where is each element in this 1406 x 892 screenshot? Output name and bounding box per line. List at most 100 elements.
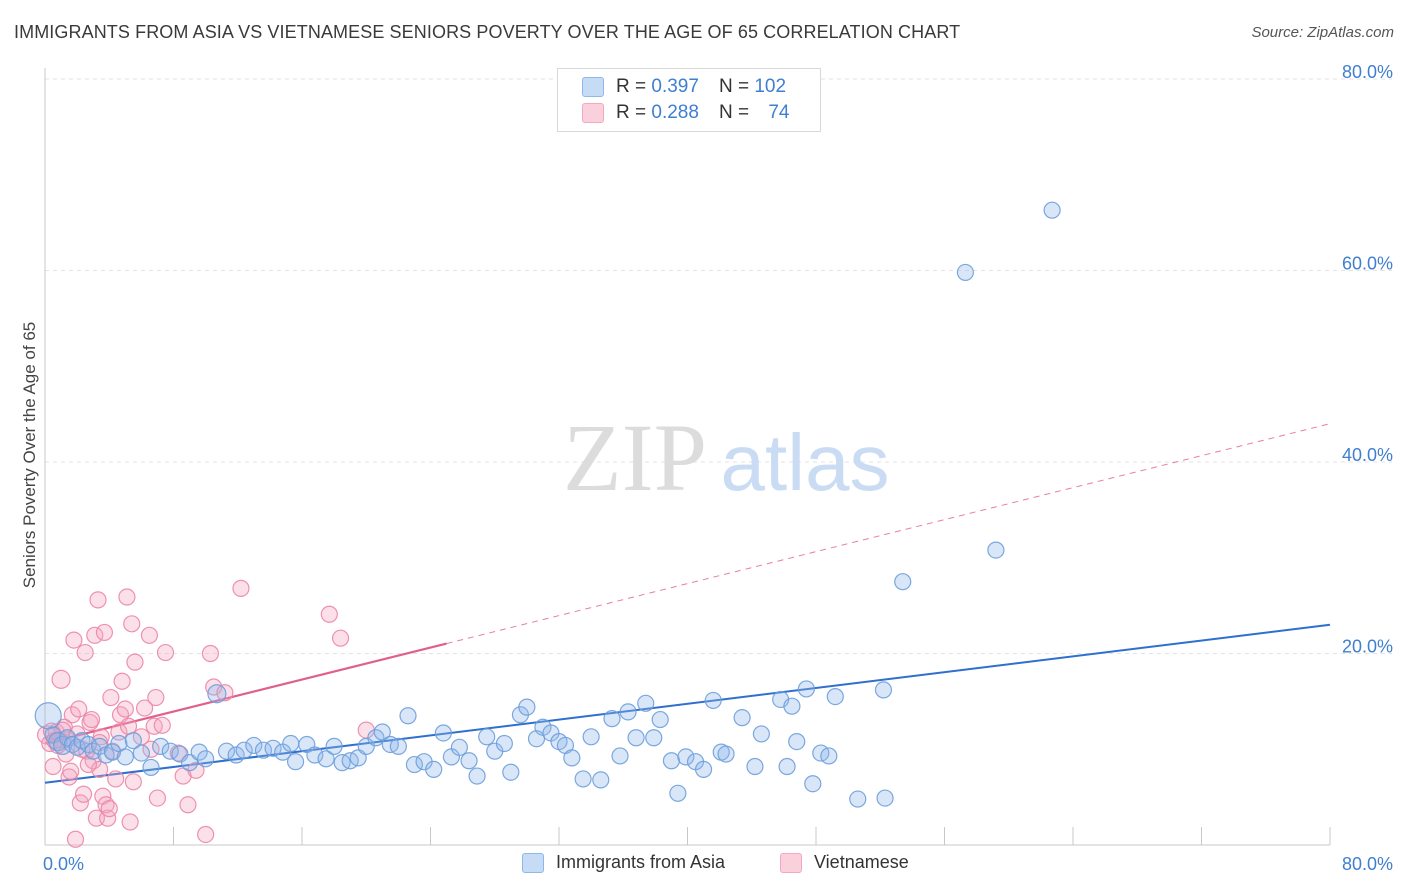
- gridlines: [45, 78, 1392, 654]
- point-vietnamese: [153, 716, 171, 734]
- point-asia: [603, 710, 621, 728]
- point-vietnamese: [126, 653, 144, 671]
- point-asia: [282, 734, 300, 753]
- point-asia: [797, 680, 815, 698]
- point-asia: [611, 747, 629, 765]
- legend-r-value: 0.397: [651, 76, 699, 97]
- bottom-legend-swatch-vietnamese: [780, 852, 802, 873]
- point-asia: [317, 750, 335, 768]
- point-asia: [152, 737, 170, 755]
- point-vietnamese: [76, 643, 94, 662]
- point-vietnamese: [89, 591, 107, 609]
- y-tick-label: 60.0%: [1342, 254, 1393, 274]
- point-asia: [694, 760, 713, 778]
- point-asia: [171, 745, 189, 763]
- point-asia: [874, 681, 893, 699]
- y-tick-label: 80.0%: [1342, 62, 1393, 82]
- point-asia: [783, 697, 801, 715]
- trendline-vietnamese-extension: [446, 423, 1331, 645]
- point-asia: [116, 748, 134, 766]
- point-vietnamese: [107, 770, 125, 788]
- point-asia: [752, 725, 770, 743]
- point-asia: [373, 723, 391, 741]
- point-asia: [820, 747, 838, 765]
- point-asia: [956, 263, 974, 282]
- point-asia: [264, 739, 282, 757]
- point-asia: [434, 724, 452, 742]
- point-asia: [286, 753, 305, 771]
- point-asia: [124, 732, 142, 750]
- point-vietnamese: [216, 684, 234, 702]
- point-vietnamese: [102, 688, 120, 707]
- legend-r-label: R =: [616, 76, 647, 97]
- point-vietnamese: [320, 605, 338, 623]
- point-vietnamese: [156, 643, 175, 662]
- point-vietnamese: [81, 713, 99, 732]
- watermark-zip: ZIP: [563, 404, 707, 511]
- point-asia: [987, 541, 1005, 559]
- point-asia: [190, 743, 208, 761]
- bottom-legend-swatch-asia: [522, 852, 544, 873]
- point-asia: [495, 734, 513, 753]
- point-vietnamese: [135, 699, 154, 717]
- y-tick-label: 40.0%: [1342, 445, 1393, 465]
- point-vietnamese: [142, 740, 160, 758]
- point-vietnamese: [74, 785, 93, 803]
- chart-source: Source: ZipAtlas.com: [1251, 24, 1394, 41]
- point-vietnamese: [232, 579, 250, 597]
- point-asia: [132, 744, 150, 762]
- point-asia: [717, 745, 735, 763]
- point-vietnamese: [197, 825, 215, 844]
- y-tick-label: 20.0%: [1342, 637, 1393, 657]
- point-asia: [637, 694, 655, 712]
- legend-row-asia: R = 0.397 N = 102: [582, 75, 786, 99]
- point-vietnamese: [124, 773, 142, 791]
- point-asia: [405, 755, 424, 774]
- point-vietnamese: [65, 631, 83, 649]
- x-tick-label: 0.0%: [43, 854, 84, 874]
- point-asia: [619, 703, 637, 721]
- point-asia: [450, 738, 469, 756]
- point-asia: [582, 728, 600, 746]
- point-asia: [227, 746, 245, 764]
- point-vietnamese: [70, 700, 88, 718]
- point-asia: [788, 732, 806, 751]
- legend-swatch-asia: [582, 77, 604, 97]
- point-asia: [161, 742, 179, 760]
- point-asia: [627, 729, 645, 747]
- point-asia: [245, 736, 263, 755]
- point-asia: [804, 775, 822, 793]
- point-vietnamese: [179, 796, 197, 814]
- bottom-legend-vietnamese: Vietnamese: [780, 852, 909, 873]
- point-asia: [197, 750, 215, 768]
- point-asia: [180, 754, 199, 772]
- legend-n-label: N =: [718, 76, 750, 97]
- point-vietnamese: [63, 706, 81, 724]
- point-vietnamese: [91, 760, 109, 778]
- point-vietnamese: [201, 644, 220, 663]
- point-vietnamese: [148, 789, 167, 807]
- point-asia: [778, 757, 796, 776]
- legend-row-vietnamese: R = 0.288 N = 74: [582, 101, 789, 125]
- series-asia-points: [34, 201, 1061, 808]
- point-vietnamese: [82, 710, 101, 729]
- point-asia: [235, 741, 253, 759]
- correlation-legend: R = 0.397 N = 102 R = 0.288 N = 74: [557, 68, 821, 132]
- point-asia: [733, 709, 751, 727]
- point-asia: [645, 729, 663, 747]
- point-asia: [662, 752, 681, 770]
- point-asia: [142, 758, 160, 777]
- point-asia: [1043, 201, 1061, 219]
- axes: [44, 68, 1331, 846]
- point-asia: [894, 573, 912, 591]
- point-asia: [306, 746, 324, 764]
- point-asia: [574, 770, 592, 788]
- point-asia: [478, 728, 496, 746]
- point-vietnamese: [121, 813, 139, 831]
- point-asia: [849, 790, 867, 808]
- point-vietnamese: [119, 717, 138, 735]
- point-asia: [592, 771, 610, 789]
- point-vietnamese: [86, 626, 104, 644]
- point-asia: [651, 710, 669, 729]
- point-asia: [367, 729, 385, 747]
